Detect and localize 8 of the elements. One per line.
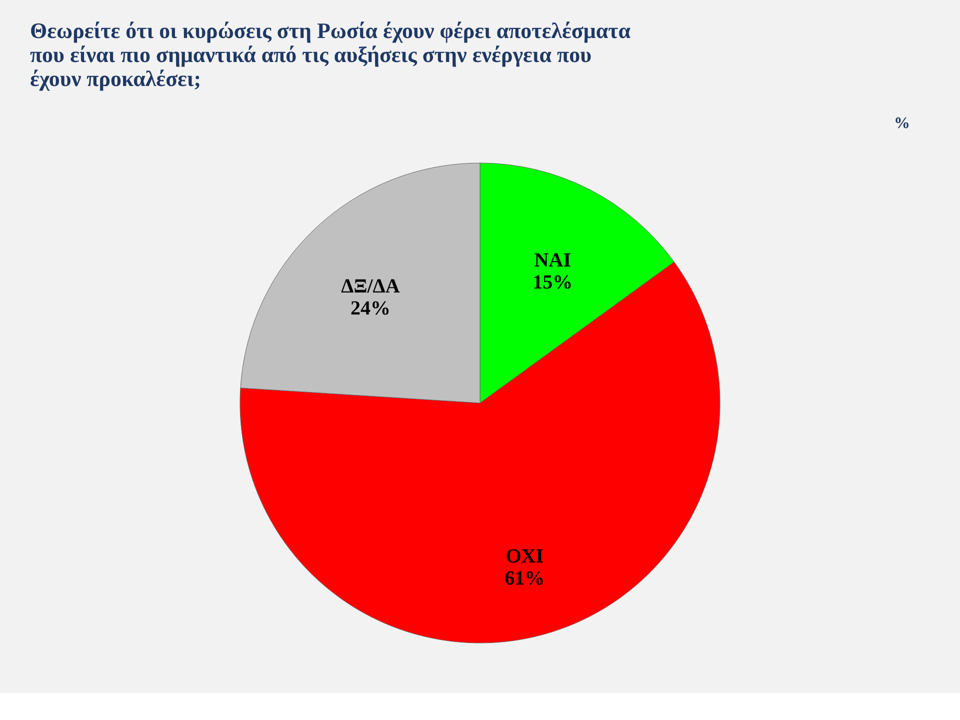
slice-label: ΟΧΙ bbox=[506, 546, 544, 568]
text: % bbox=[894, 115, 910, 132]
data-label: 61% bbox=[504, 568, 545, 590]
data-label: 15% bbox=[532, 271, 573, 294]
slice-label: ΔΞ/ΔΑ bbox=[341, 275, 400, 298]
chart-title: Θεωρείτε ότι οι κυρώσεις στη Ρωσία έχουν φέρει αποτελέσματα που είναι πιο σημαντικά από τις αυξήσεις στην ενέργεια που έχουν προκαλέσει; bbox=[30, 18, 632, 91]
slice-label: ΝΑΙ bbox=[534, 249, 572, 272]
data-label: 24% bbox=[350, 297, 390, 320]
